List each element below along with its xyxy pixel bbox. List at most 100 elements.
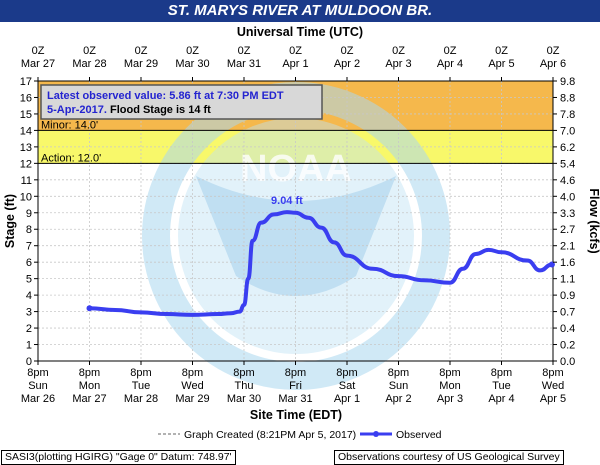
ytick-left-label-8: 8 [26,224,32,236]
noaa-seal-bird [196,176,396,296]
site-tick-time-5: 8pm [285,367,306,379]
site-tick-date-3: Mar 29 [175,393,209,405]
top-axis-title: Universal Time (UTC) [237,25,363,39]
ytick-right-label-2: 0.4 [560,323,575,335]
observed-start-point [86,305,93,312]
utc-tick-date-1: Mar 28 [72,58,106,70]
site-tick-time-10: 8pm [542,367,563,379]
ytick-right-label-4: 0.9 [560,290,575,302]
ytick-left-label-10: 10 [20,191,32,203]
site-tick-date-8: Apr 3 [437,393,463,405]
site-tick-day-1: Mon [79,380,100,392]
ytick-right-label-17: 9.8 [560,76,575,88]
site-tick-time-0: 8pm [27,367,48,379]
ytick-left-label-2: 2 [26,323,32,335]
ytick-right-label-5: 1.1 [560,274,575,286]
latest-value-line2: 5-Apr-2017. Flood Stage is 14 ft [47,104,211,116]
credit-note: Observations courtesy of US Geological S… [334,450,564,465]
utc-tick-time-9: 0Z [495,45,508,57]
utc-tick-date-9: Apr 5 [488,58,514,70]
bottom-axis-title: Site Time (EDT) [250,408,342,422]
utc-tick-time-8: 0Z [444,45,457,57]
ytick-right-label-15: 7.8 [560,109,575,121]
site-tick-date-4: Mar 30 [227,393,261,405]
utc-tick-time-4: 0Z [238,45,251,57]
site-tick-time-4: 8pm [233,367,254,379]
site-tick-time-8: 8pm [439,367,460,379]
utc-tick-date-2: Mar 29 [124,58,158,70]
site-tick-day-3: Wed [181,380,203,392]
site-tick-date-7: Apr 2 [385,393,411,405]
latest-value-box [40,84,323,120]
ytick-left-label-9: 9 [26,208,32,220]
y-axis-right-title: Flow (kcfs) [587,188,600,253]
site-tick-day-5: Fri [289,380,302,392]
peak-label: 9.04 ft [271,195,303,207]
ytick-right-label-16: 8.8 [560,92,575,104]
ytick-left-label-16: 16 [20,92,32,104]
site-tick-day-4: Thu [235,380,254,392]
site-tick-day-8: Mon [439,380,460,392]
ytick-right-label-11: 4.6 [560,175,575,187]
utc-tick-time-5: 0Z [289,45,302,57]
site-tick-day-9: Tue [492,380,511,392]
noaa-watermark-text: NOAA [240,148,352,190]
site-tick-day-6: Sat [339,380,356,392]
ytick-right-label-3: 0.7 [560,307,575,319]
ytick-left-label-5: 5 [26,274,32,286]
ytick-right-label-6: 1.6 [560,257,575,269]
utc-tick-date-5: Apr 1 [282,58,308,70]
utc-tick-time-1: 0Z [83,45,96,57]
utc-tick-time-0: 0Z [32,45,45,57]
utc-tick-date-4: Mar 31 [227,58,261,70]
site-tick-date-9: Apr 4 [488,393,514,405]
utc-tick-date-7: Apr 3 [385,58,411,70]
observed-latest-point [548,261,555,268]
datum-note: SASI3(plotting HGIRG) "Gage 0" Datum: 74… [1,450,236,465]
legend-graph-created: Graph Created (8:21PM Apr 5, 2017) [184,429,356,441]
ytick-left-label-0: 0 [26,356,32,368]
site-tick-time-3: 8pm [182,367,203,379]
ytick-left-label-1: 1 [26,340,32,352]
observed-series-line [87,210,554,317]
site-tick-date-2: Mar 28 [124,393,158,405]
site-tick-date-6: Apr 1 [334,393,360,405]
site-tick-date-1: Mar 27 [72,393,106,405]
utc-tick-date-10: Apr 6 [540,58,566,70]
ytick-left-label-6: 6 [26,257,32,269]
site-tick-date-0: Mar 26 [21,393,55,405]
ytick-right-label-13: 6.2 [560,142,575,154]
chart-title: ST. MARYS RIVER AT MULDOON BR. [0,0,600,22]
ytick-right-label-7: 2.1 [560,241,575,253]
y-axis-left-title: Stage (ft) [3,194,17,248]
legend-observed-label: Observed [396,429,442,441]
utc-tick-time-7: 0Z [392,45,405,57]
ytick-left-label-17: 17 [20,76,32,88]
ytick-left-label-14: 14 [20,125,32,137]
threshold-label-1: Action: 12.0' [41,152,101,164]
site-tick-time-6: 8pm [336,367,357,379]
ytick-right-label-12: 5.4 [560,158,575,170]
ytick-left-label-3: 3 [26,307,32,319]
ytick-left-label-4: 4 [26,290,32,302]
ytick-right-label-14: 7.0 [560,125,575,137]
utc-tick-time-10: 0Z [547,45,560,57]
utc-tick-time-6: 0Z [341,45,354,57]
utc-tick-date-6: Apr 2 [334,58,360,70]
ytick-left-label-12: 12 [20,158,32,170]
ytick-right-label-8: 2.7 [560,224,575,236]
ytick-right-label-10: 4.0 [560,191,575,203]
site-tick-day-2: Tue [132,380,151,392]
utc-tick-date-3: Mar 30 [175,58,209,70]
site-tick-time-2: 8pm [130,367,151,379]
utc-tick-date-8: Apr 4 [437,58,463,70]
utc-tick-time-3: 0Z [186,45,199,57]
utc-tick-time-2: 0Z [135,45,148,57]
threshold-label-0: Minor: 14.0' [41,119,98,131]
ytick-right-label-9: 3.3 [560,208,575,220]
site-tick-date-10: Apr 5 [540,393,566,405]
ytick-left-label-15: 15 [20,109,32,121]
site-tick-day-10: Wed [542,380,564,392]
ytick-left-label-13: 13 [20,142,32,154]
